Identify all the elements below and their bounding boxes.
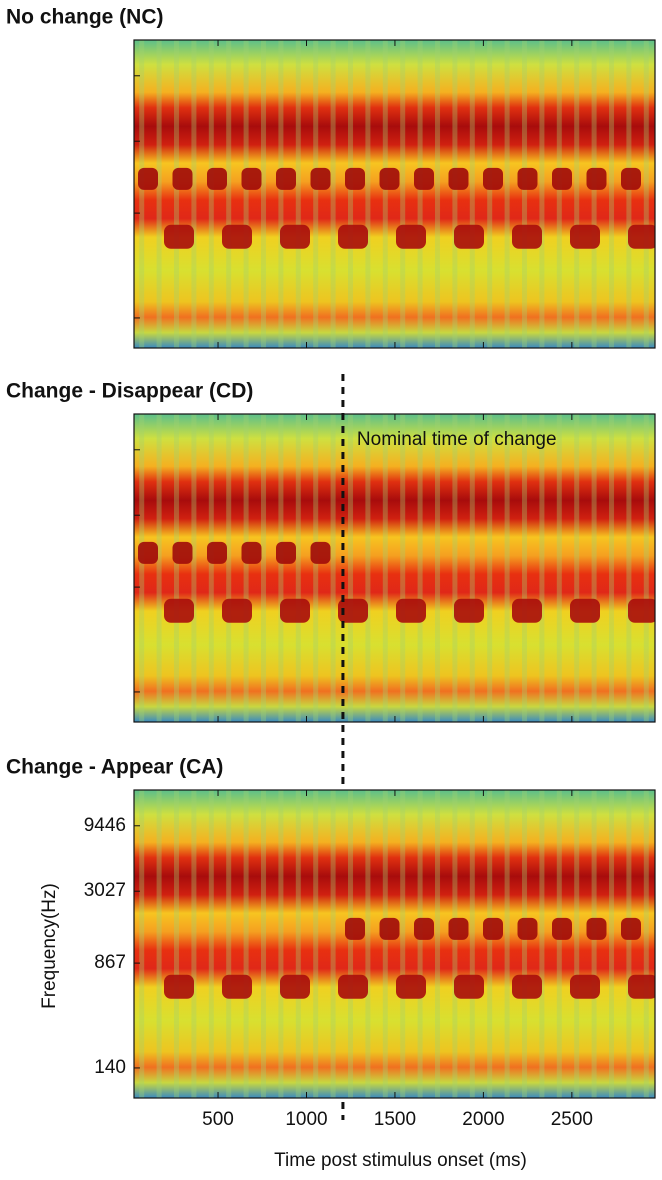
blob [222, 598, 252, 623]
blob [621, 917, 641, 940]
y-tick-label: 3027 [84, 880, 126, 901]
blob [172, 541, 193, 564]
blob [280, 974, 310, 999]
blob [570, 598, 600, 623]
y-tick-label: 9446 [84, 815, 126, 836]
blob [512, 974, 542, 999]
blob [241, 541, 262, 564]
blob [512, 598, 542, 623]
panel-title: No change (NC) [6, 6, 164, 29]
blob [222, 224, 252, 249]
y-axis-label: Frequency(Hz) [39, 883, 60, 1009]
blob [338, 224, 368, 249]
blob [454, 598, 484, 623]
blob [164, 598, 194, 623]
blob [280, 224, 310, 249]
panel-title: Change - Disappear (CD) [6, 380, 253, 403]
blob [310, 167, 331, 190]
blob [207, 167, 227, 190]
blob [628, 974, 655, 999]
blob [345, 917, 365, 940]
blob [345, 167, 365, 190]
blob [512, 224, 542, 249]
panel-title: Change - Appear (CA) [6, 756, 223, 779]
blob [338, 974, 368, 999]
spectrogram-stripes [134, 414, 655, 722]
blob [138, 541, 158, 564]
blob [310, 541, 331, 564]
blob [483, 917, 503, 940]
x-tick-label: 500 [202, 1109, 234, 1130]
blob [552, 917, 572, 940]
blob [454, 974, 484, 999]
x-axis-label: Time post stimulus onset (ms) [274, 1150, 527, 1171]
spectrogram [134, 40, 655, 348]
blob [241, 167, 262, 190]
blob [172, 167, 193, 190]
x-tick-label: 1000 [285, 1109, 327, 1130]
blob [448, 167, 469, 190]
blob [138, 167, 158, 190]
blob [448, 917, 469, 940]
spectrogram-stripes [134, 40, 655, 348]
blob [586, 167, 607, 190]
blob [280, 598, 310, 623]
blob [414, 917, 434, 940]
blob [570, 224, 600, 249]
blob [338, 598, 368, 623]
blob [483, 167, 503, 190]
x-tick-label: 2500 [551, 1109, 593, 1130]
blob [621, 167, 641, 190]
spectrogram [134, 790, 655, 1098]
blob [164, 224, 194, 249]
blob [517, 917, 538, 940]
x-tick-label: 1500 [374, 1109, 416, 1130]
y-tick-label: 867 [94, 952, 126, 973]
blob [517, 167, 538, 190]
blob [396, 974, 426, 999]
blob [628, 224, 655, 249]
y-tick-label: 140 [94, 1057, 126, 1078]
blob [396, 224, 426, 249]
blob [552, 167, 572, 190]
blob [164, 974, 194, 999]
blob [207, 541, 227, 564]
blob [454, 224, 484, 249]
blob [628, 598, 655, 623]
spectrogram-stripes [134, 790, 655, 1098]
blob [379, 917, 400, 940]
blob [276, 541, 296, 564]
blob [379, 167, 400, 190]
x-tick-label: 2000 [462, 1109, 504, 1130]
blob [414, 167, 434, 190]
blob [276, 167, 296, 190]
annotation: Nominal time of change [357, 429, 557, 450]
spectrogram [134, 414, 655, 722]
blob [396, 598, 426, 623]
blob [570, 974, 600, 999]
blob [586, 917, 607, 940]
blob [222, 974, 252, 999]
